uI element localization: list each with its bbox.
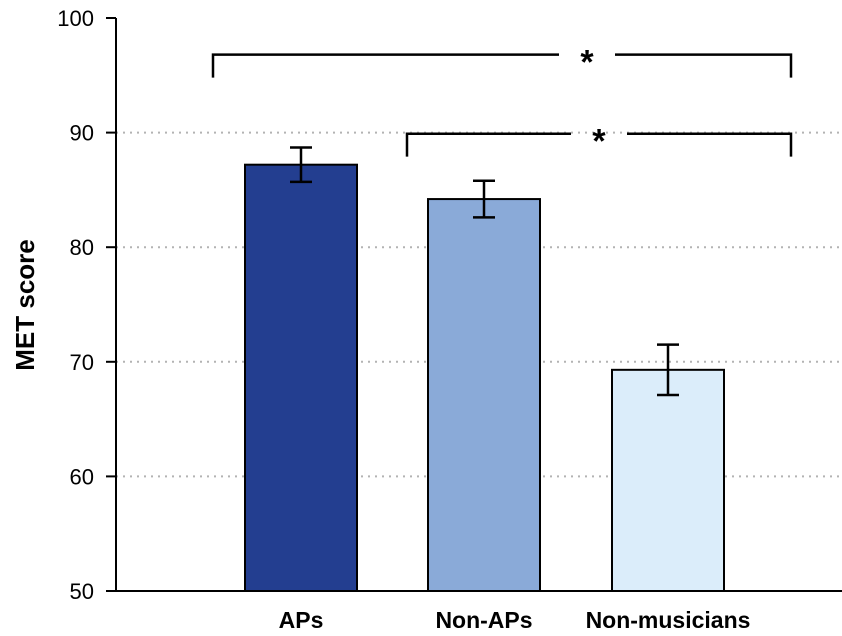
gridlines — [116, 131, 842, 478]
x-tick-label-2: Non-musicians — [586, 607, 751, 633]
y-tick-label-90: 90 — [70, 121, 94, 146]
significance-star-1: * — [592, 123, 606, 161]
error-bar-0 — [290, 146, 312, 184]
y-tick-label-100: 100 — [57, 6, 94, 31]
significance-bracket-0: * — [211, 44, 793, 82]
y-tick-label-80: 80 — [70, 235, 94, 260]
significance-bracket-1: * — [405, 123, 793, 161]
bar-aps — [244, 163, 358, 593]
y-tick-label-60: 60 — [70, 464, 94, 489]
error-bar-1 — [473, 179, 495, 219]
y-tick-label-50: 50 — [70, 579, 94, 604]
error-bar-2 — [657, 343, 679, 397]
x-tick-label-1: Non-APs — [435, 607, 532, 633]
error-bars — [290, 146, 679, 397]
bars — [244, 163, 725, 593]
x-tick-labels: APs Non-APs Non-musicians — [279, 607, 751, 633]
y-ticks: 50 60 70 80 90 100 — [57, 6, 116, 604]
y-tick-label-70: 70 — [70, 350, 94, 375]
bar-non-musicians — [611, 368, 725, 592]
x-tick-label-0: APs — [279, 607, 324, 633]
significance-brackets: ** — [211, 44, 793, 161]
significance-star-0: * — [580, 44, 594, 82]
bar-non-aps — [427, 198, 541, 592]
y-axis-title: MET score — [10, 239, 40, 371]
